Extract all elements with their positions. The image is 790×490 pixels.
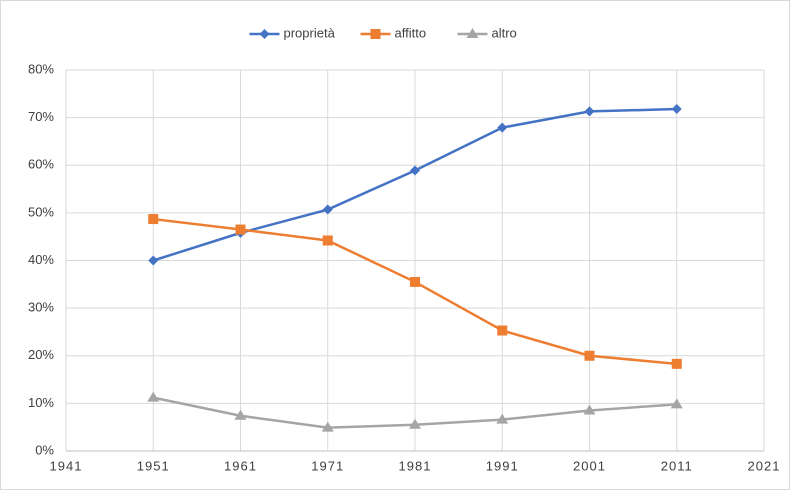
- data-point: [147, 391, 160, 402]
- y-tick-label: 70%: [28, 109, 54, 124]
- data-point: [496, 413, 509, 424]
- data-point: [584, 350, 595, 361]
- data-point: [670, 398, 683, 409]
- y-tick-label: 20%: [28, 347, 54, 362]
- data-point: [410, 165, 420, 176]
- y-tick-label: 30%: [28, 300, 54, 315]
- data-point: [584, 106, 595, 117]
- x-tick-label: 1991: [486, 458, 519, 473]
- data-point: [148, 255, 159, 266]
- legend-marker: [259, 29, 270, 39]
- legend-marker: [370, 29, 381, 39]
- x-tick-label: 1941: [50, 458, 83, 473]
- data-point: [234, 409, 247, 420]
- y-tick-label: 40%: [28, 252, 54, 267]
- y-tick-label: 50%: [28, 204, 54, 219]
- legend-label: affitto: [395, 25, 427, 40]
- x-tick-label: 2001: [573, 458, 606, 473]
- data-point: [497, 325, 508, 336]
- x-tick-label: 1971: [311, 458, 344, 473]
- data-point: [583, 404, 596, 415]
- data-point: [148, 214, 159, 225]
- data-point: [671, 104, 682, 115]
- x-tick-label: 2021: [748, 458, 781, 473]
- data-point: [321, 421, 334, 432]
- data-point: [322, 235, 333, 246]
- x-tick-label: 2011: [661, 458, 693, 473]
- data-point: [409, 418, 421, 429]
- data-point: [410, 276, 420, 287]
- data-point: [322, 204, 333, 215]
- data-point: [497, 122, 508, 133]
- legend-marker: [466, 28, 479, 38]
- data-point: [671, 358, 682, 369]
- y-tick-label: 60%: [28, 157, 54, 172]
- legend-label: proprietà: [284, 25, 336, 40]
- x-tick-label: 1961: [224, 458, 257, 473]
- y-tick-label: 0%: [35, 442, 54, 457]
- x-tick-label: 1951: [137, 458, 170, 473]
- legend-label: altro: [492, 25, 517, 40]
- x-tick-label: 1981: [399, 458, 432, 473]
- data-point: [235, 224, 246, 235]
- y-tick-label: 80%: [28, 61, 54, 76]
- y-tick-label: 10%: [28, 395, 54, 410]
